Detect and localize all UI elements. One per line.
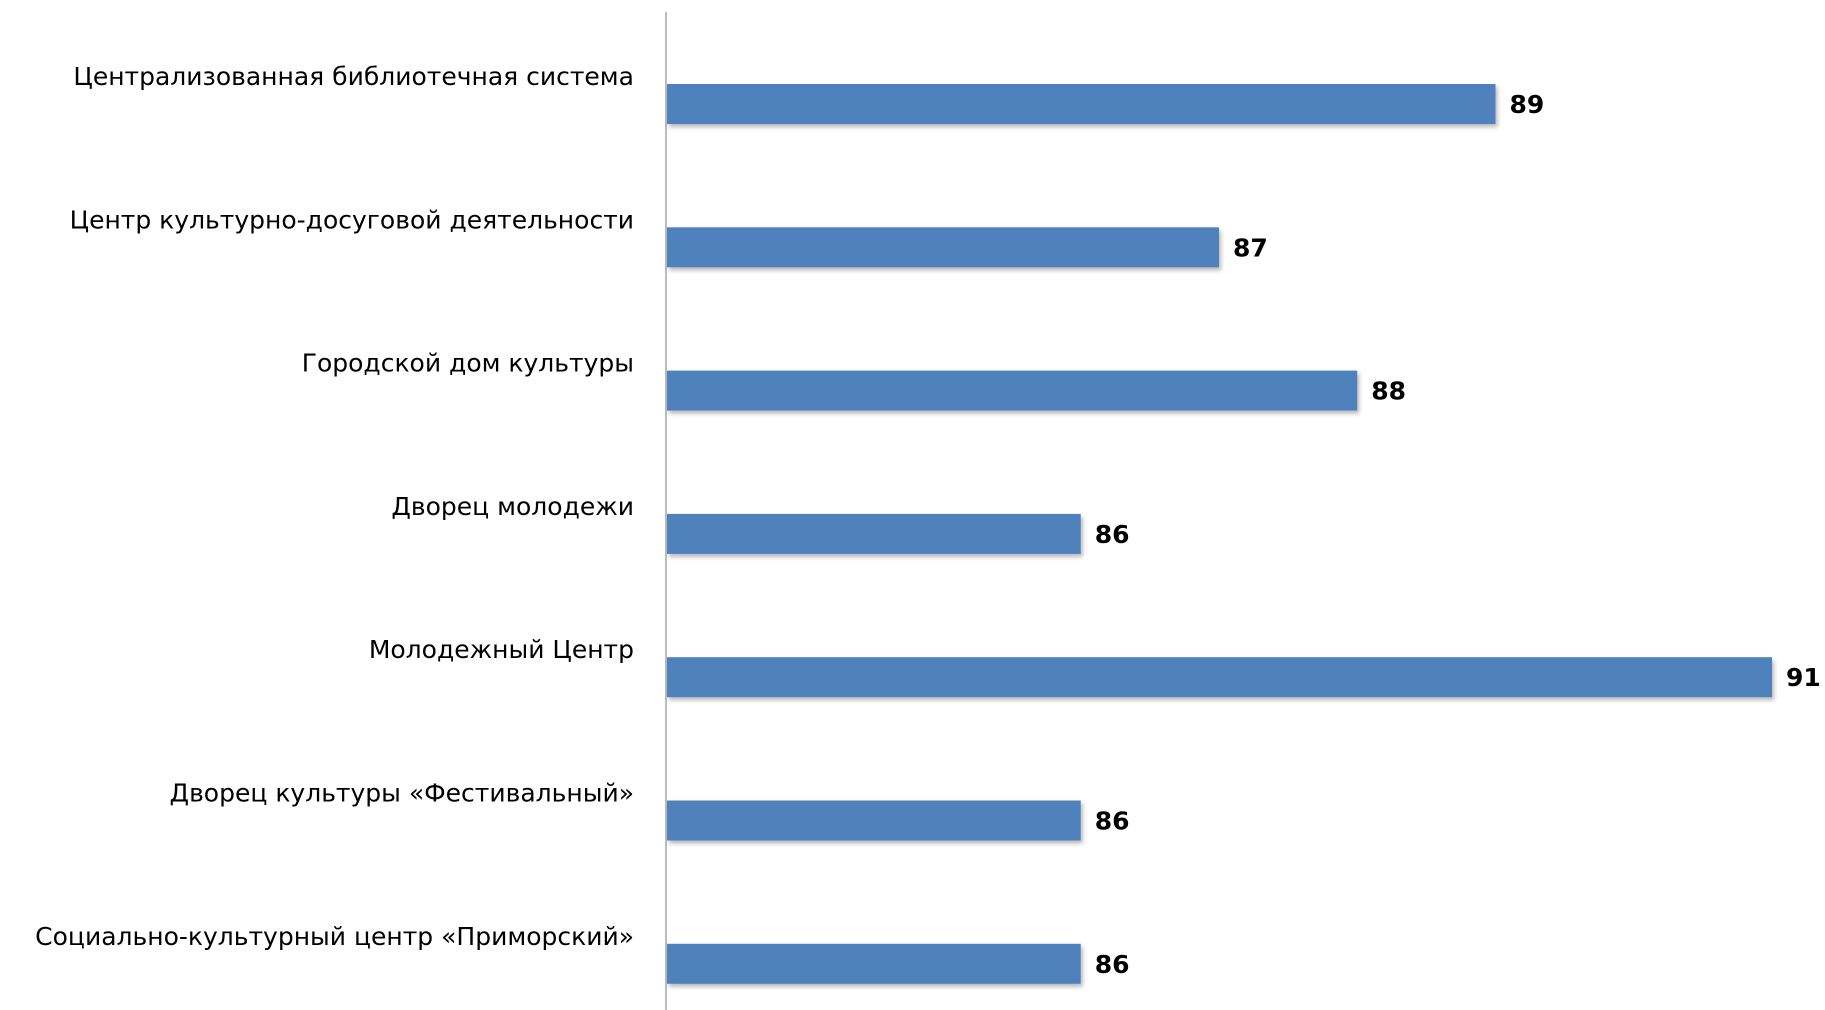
bar [667, 227, 1219, 268]
value-label: 86 [1095, 950, 1130, 979]
bar [667, 513, 1081, 554]
labels: Централизованная библиотечная система 89 Ц… [35, 62, 1821, 979]
category-label: Центр культурно-досуговой деятельности [70, 205, 634, 234]
bar [667, 943, 1081, 984]
category-label: Централизованная библиотечная система [73, 62, 634, 91]
category-label: Дворец культуры «Фестивальный» [170, 779, 634, 808]
category-label: Городской дом культуры [302, 349, 634, 378]
category-label: Молодежный Центр [369, 635, 634, 664]
value-label: 88 [1371, 377, 1406, 406]
category-label: Социально-культурный центр «Приморский» [35, 922, 634, 951]
value-label: 91 [1786, 663, 1821, 692]
value-label: 87 [1233, 233, 1268, 262]
value-label: 86 [1095, 520, 1130, 549]
value-label: 86 [1095, 807, 1130, 836]
value-label: 89 [1510, 90, 1545, 119]
bars [667, 84, 1772, 984]
bar [667, 370, 1358, 411]
bar [667, 800, 1081, 841]
bar [667, 84, 1496, 124]
bar [667, 657, 1772, 698]
category-label: Дворец молодежи [391, 492, 634, 521]
